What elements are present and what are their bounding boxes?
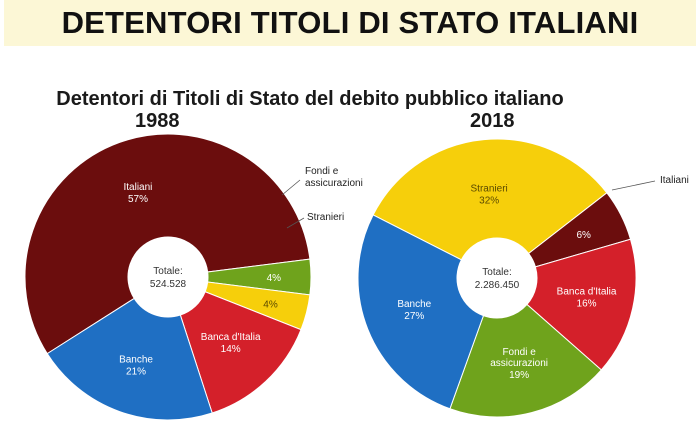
chart-title-2018: 2018	[470, 110, 515, 132]
outer-label-1988-stranieri: Stranieri	[307, 212, 344, 223]
slice-pct-2018-stranieri: 32%	[479, 195, 499, 206]
slice-label-1988-banca-d-italia: Banca d'Italia	[201, 332, 261, 343]
slice-1988-banche	[46, 297, 213, 421]
slice-pct-2018-banca-d-italia: 16%	[577, 299, 597, 310]
leader-line-2018-italiani	[611, 180, 656, 191]
slice-pct-1988-fondi-e-assicurazioni: 4%	[267, 273, 282, 284]
center-total-label-1988: Totale:	[153, 266, 182, 277]
slice-2018-fondi-e-assicurazioni	[449, 303, 602, 418]
slice-pct-2018-fondi-e-assicurazioni: 19%	[509, 370, 529, 381]
chart-title-1988: 1988	[135, 110, 180, 132]
slice-label-2018-fondi-e-assicurazioni: assicurazioni	[490, 358, 548, 369]
slice-label-2018-banca-d-italia: Banca d'Italia	[557, 287, 617, 298]
slice-pct-1988-banca-d-italia: 14%	[221, 344, 241, 355]
outer-label-1988-fondi-e-assicurazioni: assicurazioni	[305, 178, 363, 189]
leader-line-1988-fondi-e-assicurazioni	[281, 179, 301, 196]
slice-pct-2018-italiani: 6%	[576, 230, 591, 241]
slice-2018-banche	[357, 214, 485, 410]
center-total-value-2018: 2.286.450	[475, 280, 520, 291]
outer-label-2018-italiani: Italiani	[660, 175, 689, 186]
slice-label-2018-banche: Banche	[397, 299, 431, 310]
slice-label-1988-banche: Banche	[119, 354, 153, 365]
slice-2018-stranieri	[372, 138, 608, 261]
center-total-value-1988: 524.528	[150, 279, 187, 290]
slice-pct-2018-banche: 27%	[404, 311, 424, 322]
slice-label-1988-italiani: Italiani	[124, 182, 153, 193]
slice-label-2018-stranieri: Stranieri	[471, 183, 508, 194]
outer-label-1988-fondi-e-assicurazioni: Fondi e	[305, 166, 339, 177]
slice-pct-1988-stranieri: 4%	[263, 299, 278, 310]
slice-pct-1988-banche: 21%	[126, 366, 146, 377]
slice-pct-1988-italiani: 57%	[128, 194, 148, 205]
slice-2018-banca-d-italia	[526, 238, 637, 371]
slice-1988-italiani	[24, 133, 311, 355]
chart-subtitle: Detentori di Titoli di Stato del debito …	[56, 88, 564, 110]
leader-line-1988-stranieri	[286, 217, 305, 229]
page-title: DETENTORI TITOLI DI STATO ITALIANI	[61, 5, 639, 40]
title-banner: DETENTORI TITOLI DI STATO ITALIANI	[4, 0, 696, 46]
center-total-label-2018: Totale:	[482, 267, 511, 278]
slice-label-2018-fondi-e-assicurazioni: Fondi e	[502, 347, 536, 358]
slice-1988-banca-d-italia	[179, 291, 302, 414]
